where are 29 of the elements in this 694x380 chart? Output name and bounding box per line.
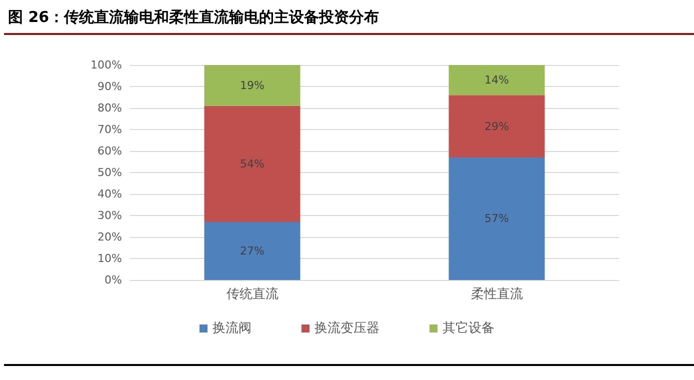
y-tick-label: 80% bbox=[98, 102, 122, 114]
bar bbox=[448, 95, 545, 158]
x-tick-label: 传统直流 bbox=[226, 286, 278, 302]
bar bbox=[448, 157, 545, 280]
bar bbox=[204, 222, 300, 280]
y-tick-label: 30% bbox=[98, 209, 122, 222]
y-tick-label: 60% bbox=[98, 144, 122, 158]
y-tick-label: 100% bbox=[90, 58, 122, 72]
bar bbox=[204, 106, 300, 222]
y-tick-label: 0% bbox=[104, 274, 122, 286]
legend-label: 换流变压器 bbox=[314, 320, 380, 336]
data-label: 57% bbox=[484, 212, 509, 226]
legend-label: 换流阀 bbox=[212, 320, 252, 336]
y-tick-label: 70% bbox=[98, 123, 122, 136]
data-label: 19% bbox=[240, 78, 264, 92]
y-tick-label: 20% bbox=[98, 230, 122, 244]
legend-label: 其它设备 bbox=[442, 320, 494, 336]
data-label: 14% bbox=[484, 74, 509, 87]
y-tick-label: 50% bbox=[98, 166, 122, 179]
chart-title: 图 26：传统直流输电和柔性直流输电的主设备投资分布 bbox=[8, 8, 380, 27]
y-tick-label: 10% bbox=[98, 252, 122, 265]
bar bbox=[448, 65, 545, 96]
bar bbox=[204, 65, 300, 106]
y-tick-label: 90% bbox=[98, 80, 122, 93]
data-label: 54% bbox=[240, 157, 264, 170]
x-tick-label: 柔性直流 bbox=[470, 286, 523, 302]
y-tick-label: 40% bbox=[98, 188, 122, 200]
data-label: 29% bbox=[484, 120, 509, 133]
data-label: 27% bbox=[240, 244, 264, 258]
